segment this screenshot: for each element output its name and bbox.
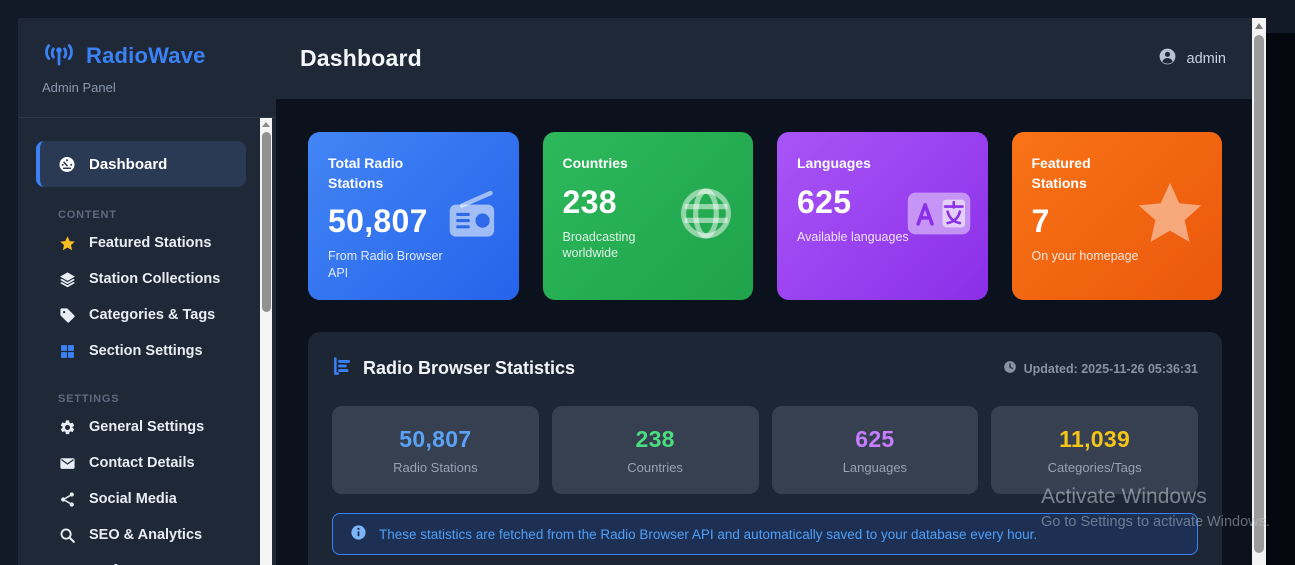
tags-icon <box>58 306 76 324</box>
user-name: admin <box>1186 50 1227 67</box>
stat-card-subtitle: On your homepage <box>1031 249 1139 264</box>
stat-card-value: 625 <box>797 183 852 220</box>
logo-block: RadioWave Admin Panel <box>18 18 276 118</box>
sidebar-nav: Dashboard CONTENT Featured Stations Stat <box>18 118 276 565</box>
sidebar: RadioWave Admin Panel Dashboard <box>18 18 276 565</box>
page-scrollbar[interactable] <box>1252 18 1266 565</box>
info-banner-text: These statistics are fetched from the Ra… <box>379 526 1038 542</box>
user-menu[interactable]: admin <box>1158 47 1227 70</box>
stat-cards-row: Total Radio Stations 50,807 From Radio B… <box>308 132 1222 300</box>
stat-card-subtitle: From Radio Browser API <box>328 249 443 281</box>
updated-text: Updated: 2025-11-26 05:36:31 <box>1023 361 1198 376</box>
star-icon <box>1134 178 1206 255</box>
dashboard-content: Total Radio Stations 50,807 From Radio B… <box>276 99 1252 565</box>
clock-icon <box>1003 360 1017 377</box>
info-banner: These statistics are fetched from the Ra… <box>332 513 1198 555</box>
page-title: Dashboard <box>300 45 422 71</box>
sidebar-item-label: Station Collections <box>89 271 221 287</box>
stat-value: 50,807 <box>399 425 472 452</box>
stat-value: 11,039 <box>1059 425 1131 452</box>
globe-icon <box>675 183 737 250</box>
stat-card-title: Total Radio Stations <box>328 155 404 191</box>
grid-icon <box>58 342 76 360</box>
sidebar-item-section-settings[interactable]: Section Settings <box>18 336 276 366</box>
stat-countries: 238 Countries <box>551 406 759 494</box>
stat-card-title: Languages <box>797 155 871 171</box>
sidebar-item-label: Contact Details <box>89 455 195 471</box>
translate-icon <box>906 191 972 242</box>
stat-card-subtitle: Available languages <box>797 229 909 244</box>
app-logo-subtitle: Admin Panel <box>42 80 116 95</box>
stat-label: Radio Stations <box>393 459 478 475</box>
sidebar-item-general-settings[interactable]: General Settings <box>18 412 276 442</box>
topbar: Dashboard admin <box>276 18 1252 99</box>
sidebar-item-label: Categories & Tags <box>89 307 216 323</box>
scrollbar-up-arrow[interactable] <box>260 118 272 131</box>
stat-card-featured: Featured Stations 7 On your homepage <box>1011 132 1222 300</box>
stat-card-title: Countries <box>562 155 628 171</box>
stat-categories-tags: 11,039 Categories/Tags <box>991 406 1198 494</box>
radio-icon <box>439 182 503 251</box>
star-icon <box>58 234 76 252</box>
sidebar-item-categories-tags[interactable]: Categories & Tags <box>18 300 276 330</box>
sidebar-item-station-collections[interactable]: Station Collections <box>18 264 276 294</box>
sidebar-scrollbar[interactable] <box>260 118 272 565</box>
sidebar-item-seo-analytics[interactable]: SEO & Analytics <box>18 520 276 550</box>
stat-radio-stations: 50,807 Radio Stations <box>332 406 539 494</box>
stat-label: Countries <box>627 459 683 475</box>
envelope-icon <box>58 454 76 472</box>
chart-bars-icon <box>332 356 352 381</box>
stat-label: Categories/Tags <box>1047 459 1142 475</box>
stat-value: 625 <box>855 425 895 452</box>
sidebar-item-label: General Settings <box>89 419 205 435</box>
stat-card-value: 238 <box>562 183 617 220</box>
stat-card-subtitle: Broadcasting worldwide <box>562 229 636 261</box>
radio-browser-statistics-panel: Radio Browser Statistics Updated: 2025-1… <box>308 332 1222 565</box>
nav-section-content: CONTENT <box>58 209 117 221</box>
gauge-icon <box>58 155 76 173</box>
sidebar-item-label: Preferences <box>89 563 172 565</box>
scrollbar-thumb[interactable] <box>261 132 271 312</box>
stat-card-title: Featured Stations <box>1031 155 1091 191</box>
sidebar-item-social-media[interactable]: Social Media <box>18 484 276 514</box>
scrollbar-thumb[interactable] <box>1254 35 1264 553</box>
sidebar-item-label: Featured Stations <box>89 235 212 251</box>
sidebar-item-label: SEO & Analytics <box>89 527 203 543</box>
sidebar-item-contact-details[interactable]: Contact Details <box>18 448 276 478</box>
app-logo-title: RadioWave <box>86 42 206 68</box>
user-icon <box>1158 47 1177 70</box>
search-icon <box>58 526 76 544</box>
scrollbar-up-arrow[interactable] <box>1252 18 1266 33</box>
sidebar-item-label: Dashboard <box>89 155 168 173</box>
sidebar-item-label: Social Media <box>89 491 177 507</box>
stat-card-languages: Languages 625 Available languages <box>777 132 988 300</box>
sidebar-item-dashboard[interactable]: Dashboard <box>36 141 246 187</box>
broadcast-tower-icon <box>42 40 76 71</box>
sidebar-item-featured-stations[interactable]: Featured Stations <box>18 228 276 258</box>
updated-timestamp: Updated: 2025-11-26 05:36:31 <box>1003 360 1198 377</box>
sidebar-item-preferences[interactable]: Preferences <box>18 556 276 565</box>
stat-card-value: 50,807 <box>328 203 428 240</box>
stat-value: 238 <box>635 425 675 452</box>
info-icon <box>350 524 367 544</box>
stat-label: Languages <box>842 459 908 475</box>
panel-title: Radio Browser Statistics <box>363 358 576 378</box>
layers-icon <box>58 270 76 288</box>
stat-languages: 625 Languages <box>771 406 979 494</box>
sidebar-item-label: Section Settings <box>89 343 203 359</box>
stat-card-countries: Countries 238 Broadcasting worldwide <box>542 132 753 300</box>
nav-section-settings: SETTINGS <box>58 393 120 405</box>
gear-icon <box>58 418 76 436</box>
window-right-edge <box>1266 33 1295 565</box>
stat-card-total-stations: Total Radio Stations 50,807 From Radio B… <box>308 132 519 300</box>
stat-card-value: 7 <box>1031 203 1050 240</box>
main-area: Dashboard admin Total Radio Stations 50,… <box>276 18 1252 565</box>
share-icon <box>58 490 76 508</box>
statistics-row: 50,807 Radio Stations 238 Countries 625 … <box>332 406 1198 494</box>
